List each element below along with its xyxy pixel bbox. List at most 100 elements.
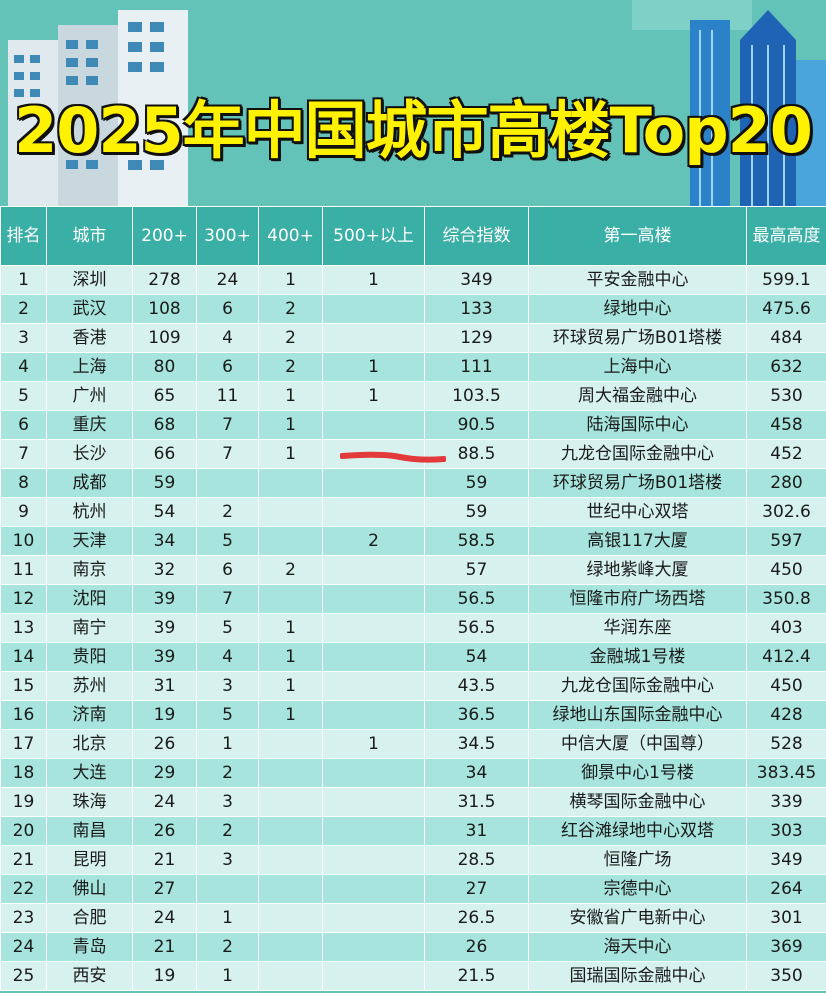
table-cell: 21 <box>0 845 47 875</box>
table-cell: 红谷滩绿地中心双塔 <box>528 816 747 846</box>
table-cell: 平安金融中心 <box>528 265 747 295</box>
table-cell: 南昌 <box>46 816 133 846</box>
table-cell: 43.5 <box>424 671 529 701</box>
table-row: 4 上海 80 6 2 1 111 上海中心 632 <box>0 352 826 382</box>
table-cell: 3 <box>196 845 259 875</box>
table-cell <box>258 816 323 846</box>
table-cell: 金融城1号楼 <box>528 642 747 672</box>
table-cell: 57 <box>424 555 529 585</box>
table-cell: 484 <box>746 323 826 353</box>
table-cell: 369 <box>746 932 826 962</box>
table-cell: 264 <box>746 874 826 904</box>
table-cell: 20 <box>0 816 47 846</box>
table-cell: 26 <box>132 816 197 846</box>
table-cell: 深圳 <box>46 265 133 295</box>
table-row: 13 南宁 39 5 1 56.5 华润东座 403 <box>0 613 826 643</box>
table-row: 22 佛山 27 27 宗德中心 264 <box>0 874 826 904</box>
table-cell: 2 <box>196 497 259 527</box>
table-cell: 11 <box>0 555 47 585</box>
table-cell <box>322 700 425 730</box>
table-cell <box>196 468 259 498</box>
column-header: 综合指数 <box>424 206 529 266</box>
table-cell: 54 <box>424 642 529 672</box>
table-cell: 11 <box>196 381 259 411</box>
table-cell <box>322 932 425 962</box>
table-cell: 23 <box>0 903 47 933</box>
table-row: 20 南昌 26 2 31 红谷滩绿地中心双塔 303 <box>0 816 826 846</box>
table-cell: 22 <box>0 874 47 904</box>
table-cell: 2 <box>258 294 323 324</box>
table-cell <box>258 787 323 817</box>
table-cell <box>322 584 425 614</box>
table-row: 9 杭州 54 2 59 世纪中心双塔 302.6 <box>0 497 826 527</box>
table-cell: 国瑞国际金融中心 <box>528 961 747 991</box>
table-cell <box>258 758 323 788</box>
table-cell: 80 <box>132 352 197 382</box>
table-cell: 27 <box>424 874 529 904</box>
column-header: 500+以上 <box>322 206 425 266</box>
table-cell <box>322 323 425 353</box>
table-cell: 7 <box>196 439 259 469</box>
table-cell: 西安 <box>46 961 133 991</box>
table-cell: 2 <box>0 294 47 324</box>
table-cell: 59 <box>424 468 529 498</box>
table-cell: 6 <box>196 352 259 382</box>
table-cell: 458 <box>746 410 826 440</box>
table-cell: 大连 <box>46 758 133 788</box>
table-cell: 59 <box>132 468 197 498</box>
table-row: 10 天津 34 5 2 58.5 高银117大厦 597 <box>0 526 826 556</box>
table-cell: 54 <box>132 497 197 527</box>
table-cell <box>258 932 323 962</box>
table-cell: 佛山 <box>46 874 133 904</box>
table-cell: 2 <box>196 816 259 846</box>
table-cell: 2 <box>196 932 259 962</box>
table-cell: 111 <box>424 352 529 382</box>
table-cell: 高银117大厦 <box>528 526 747 556</box>
table-cell: 周大福金融中心 <box>528 381 747 411</box>
table-cell: 环球贸易广场B01塔楼 <box>528 468 747 498</box>
table-cell: 599.1 <box>746 265 826 295</box>
table-cell: 2 <box>258 555 323 585</box>
table-cell: 14 <box>0 642 47 672</box>
table-cell: 6 <box>196 555 259 585</box>
table-cell: 2 <box>258 352 323 382</box>
table-row: 1 深圳 278 24 1 1 349 平安金融中心 599.1 <box>0 265 826 295</box>
table-cell: 3 <box>0 323 47 353</box>
table-cell: 青岛 <box>46 932 133 962</box>
table-cell: 4 <box>0 352 47 382</box>
table-cell: 303 <box>746 816 826 846</box>
table-cell: 103.5 <box>424 381 529 411</box>
table-cell <box>322 961 425 991</box>
table-cell: 1 <box>0 265 47 295</box>
table-cell: 15 <box>0 671 47 701</box>
left-building-icon <box>8 10 188 206</box>
table-row: 7 长沙 66 7 1 88.5 九龙仓国际金融中心 452 <box>0 439 826 469</box>
table-cell: 5 <box>0 381 47 411</box>
table-cell: 6 <box>196 294 259 324</box>
table-row: 2 武汉 108 6 2 133 绿地中心 475.6 <box>0 294 826 324</box>
column-header: 300+ <box>196 206 259 266</box>
table-cell: 恒隆市府广场西塔 <box>528 584 747 614</box>
column-header: 最高高度 <box>746 206 826 266</box>
table-cell: 36.5 <box>424 700 529 730</box>
table-row: 17 北京 26 1 1 34.5 中信大厦（中国尊） 528 <box>0 729 826 759</box>
table-cell: 90.5 <box>424 410 529 440</box>
table-cell: 280 <box>746 468 826 498</box>
table-cell <box>322 613 425 643</box>
table-cell <box>258 584 323 614</box>
red-underline-annotation <box>340 451 446 463</box>
table-row: 21 昆明 21 3 28.5 恒隆广场 349 <box>0 845 826 875</box>
table-cell: 428 <box>746 700 826 730</box>
table-row: 6 重庆 68 7 1 90.5 陆海国际中心 458 <box>0 410 826 440</box>
table-row: 18 大连 29 2 34 御景中心1号楼 383.45 <box>0 758 826 788</box>
table-cell <box>322 410 425 440</box>
table-cell: 339 <box>746 787 826 817</box>
table-cell: 34 <box>132 526 197 556</box>
table-row: 3 香港 109 4 2 129 环球贸易广场B01塔楼 484 <box>0 323 826 353</box>
table-cell: 528 <box>746 729 826 759</box>
table-cell: 412.4 <box>746 642 826 672</box>
table-cell <box>322 874 425 904</box>
table-cell: 56.5 <box>424 613 529 643</box>
table-cell: 16 <box>0 700 47 730</box>
